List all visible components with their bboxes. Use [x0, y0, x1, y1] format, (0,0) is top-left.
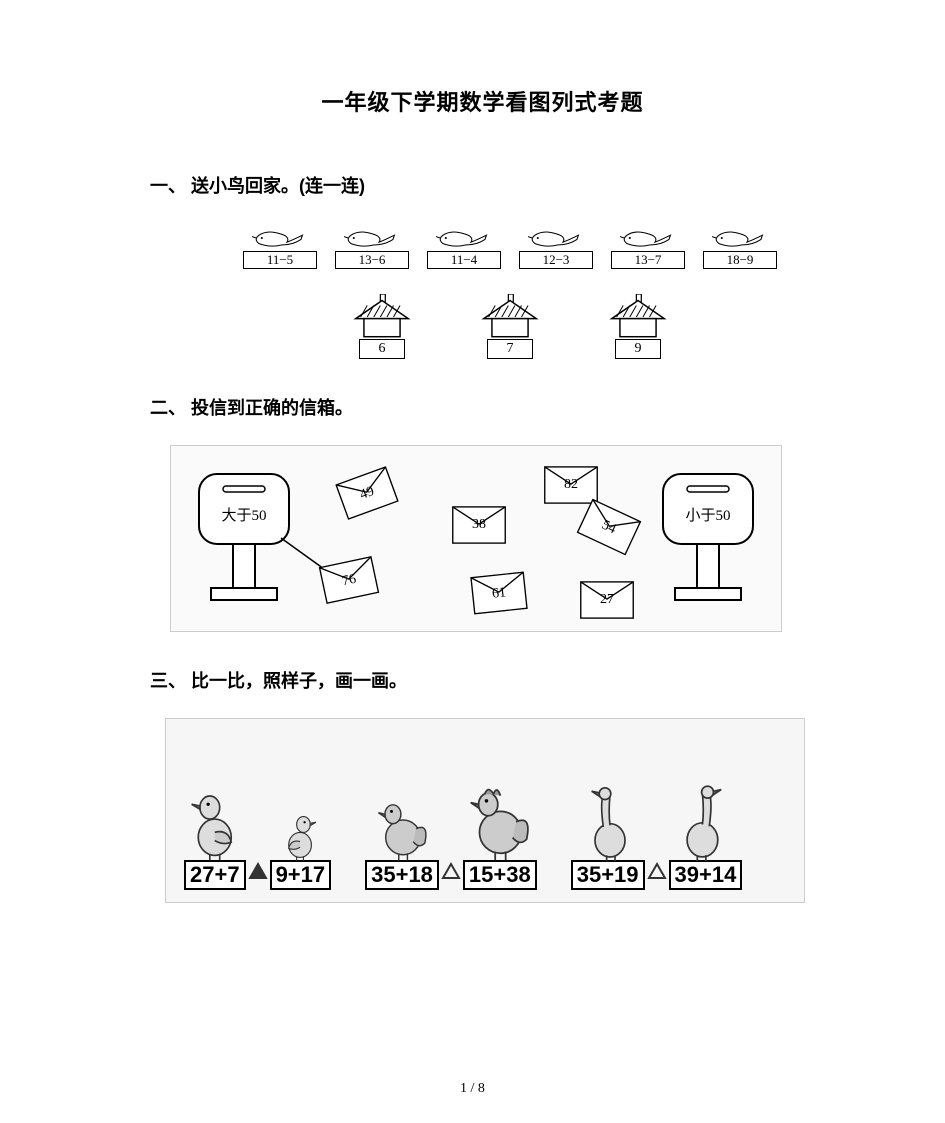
- envelope-number: 27: [600, 592, 614, 608]
- q3-figure: 27+7 9+17 35+18: [165, 718, 805, 903]
- envelope: 49: [334, 465, 400, 520]
- q1-bird-row: 11−5 13−6 11−4 12−3 13−7 18−9: [205, 223, 815, 269]
- house-number: 7: [487, 339, 533, 358]
- compare-expr: 39+14: [669, 860, 743, 889]
- mailbox-right-icon: [653, 464, 763, 614]
- page: 一年级下学期数学看图列式考题 一、 送小鸟回家。(连一连) 11−5 13−6 …: [0, 0, 945, 1123]
- compare-pair: 35+18 15+38: [365, 768, 537, 889]
- house-number: 6: [359, 339, 405, 358]
- envelope: 76: [318, 555, 381, 604]
- bird-item: 13−7: [611, 223, 685, 269]
- mailbox-right-label: 小于50: [673, 504, 743, 525]
- compare-expr: 9+17: [270, 860, 332, 889]
- envelope: 54: [576, 498, 643, 556]
- bird-item: 12−3: [519, 223, 593, 269]
- bird-item: 13−6: [335, 223, 409, 269]
- q1-heading: 一、 送小鸟回家。(连一连): [150, 172, 815, 198]
- compare-col: 35+18: [365, 784, 439, 889]
- bird-expr: 18−9: [703, 251, 777, 269]
- bird-item: 11−5: [243, 223, 317, 269]
- q2-heading: 二、 投信到正确的信箱。: [150, 394, 815, 420]
- house-item: 7: [476, 294, 544, 358]
- envelope-number: 82: [564, 477, 578, 493]
- mailbox-left-icon: [189, 464, 299, 614]
- mailbox-left-label: 大于50: [209, 504, 279, 525]
- envelope-number: 38: [472, 517, 486, 533]
- compare-expr: 35+18: [365, 860, 439, 889]
- compare-col: 27+7: [184, 772, 246, 889]
- compare-expr: 15+38: [463, 860, 537, 889]
- compare-col: 9+17: [270, 800, 332, 889]
- compare-symbol: [645, 861, 669, 890]
- compare-col: 15+38: [463, 768, 537, 889]
- house-number: 9: [615, 339, 661, 358]
- page-title: 一年级下学期数学看图列式考题: [150, 85, 815, 117]
- bird-expr: 12−3: [519, 251, 593, 269]
- envelope-number: 61: [491, 585, 507, 602]
- q3-heading: 三、 比一比，照样子，画一画。: [150, 667, 815, 693]
- q2-figure: 大于50 小于50 49 76 38 61 82 54 27: [170, 445, 782, 632]
- bird-expr: 13−6: [335, 251, 409, 269]
- compare-col: 39+14: [669, 770, 743, 889]
- compare-expr: 35+19: [571, 860, 645, 889]
- page-indicator: 1 / 8: [0, 1081, 945, 1097]
- envelope: 61: [469, 571, 529, 615]
- q1-house-row: 6 7 9: [205, 294, 815, 358]
- compare-expr: 27+7: [184, 860, 246, 889]
- envelope: 38: [451, 506, 507, 544]
- compare-col: 35+19: [571, 772, 645, 889]
- bird-expr: 11−4: [427, 251, 501, 269]
- bird-expr: 13−7: [611, 251, 685, 269]
- house-item: 6: [348, 294, 416, 358]
- compare-symbol: [439, 861, 463, 890]
- bird-item: 11−4: [427, 223, 501, 269]
- envelope: 27: [579, 581, 635, 619]
- compare-pair: 35+19 39+14: [571, 770, 743, 889]
- bird-expr: 11−5: [243, 251, 317, 269]
- compare-pair: 27+7 9+17: [184, 772, 331, 889]
- bird-item: 18−9: [703, 223, 777, 269]
- q1-figure: 11−5 13−6 11−4 12−3 13−7 18−9 6: [205, 223, 815, 359]
- house-item: 9: [604, 294, 672, 358]
- compare-symbol: [246, 861, 270, 890]
